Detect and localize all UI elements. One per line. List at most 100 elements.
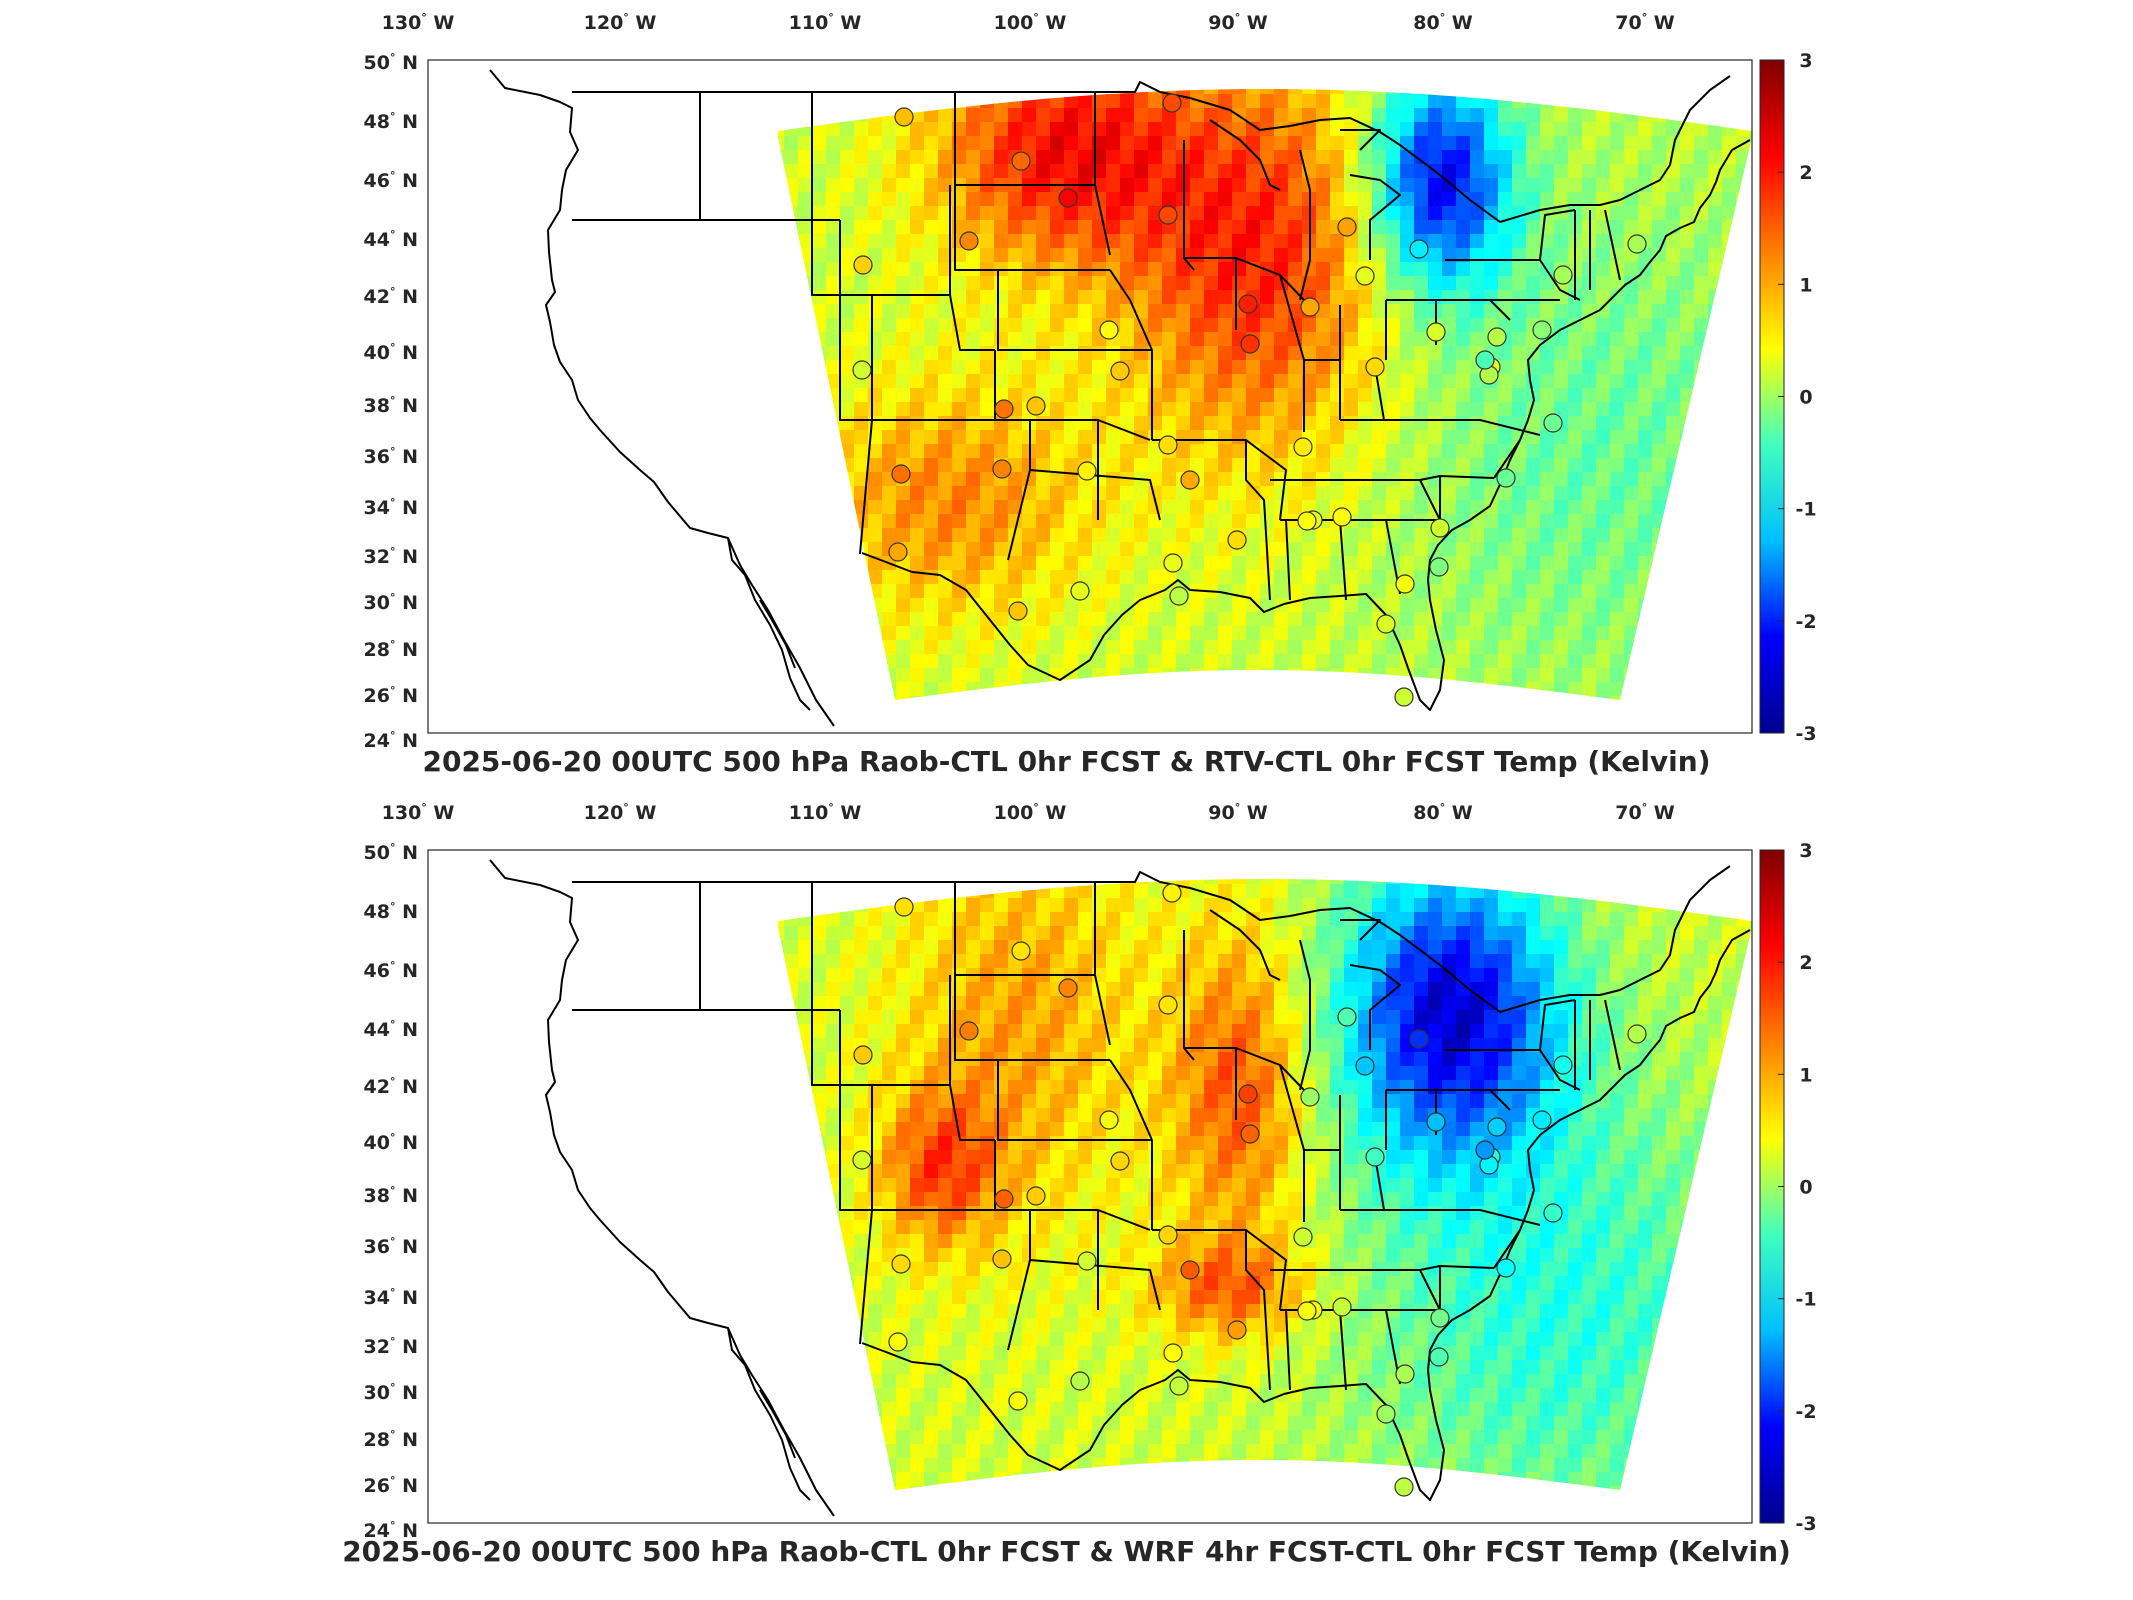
raob-station-marker: [1429, 1347, 1449, 1367]
latitude-tick-label: 36° N: [364, 445, 418, 468]
longitude-tick-label: 90° W: [1208, 11, 1268, 34]
raob-station-marker: [1627, 1024, 1647, 1044]
raob-station-marker: [888, 1332, 908, 1352]
latitude-tick-label: 40° N: [364, 1131, 418, 1154]
longitude-tick-label: 110° W: [789, 801, 862, 824]
raob-station-marker: [1158, 435, 1178, 455]
raob-station-marker: [1162, 93, 1182, 113]
latitude-tick-label: 46° N: [364, 959, 418, 982]
raob-station-marker: [1496, 1258, 1516, 1278]
raob-station-marker: [1475, 350, 1495, 370]
latitude-tick-label: 30° N: [364, 591, 418, 614]
raob-station-marker: [1169, 1376, 1189, 1396]
raob-station-marker: [1337, 1007, 1357, 1027]
longitude-tick-label: 80° W: [1413, 11, 1473, 34]
longitude-tick-label: 80° W: [1413, 801, 1473, 824]
raob-station-marker: [1099, 320, 1119, 340]
latitude-tick-label: 50° N: [364, 841, 418, 864]
raob-station-marker: [1543, 413, 1563, 433]
raob-station-marker: [1376, 1404, 1396, 1424]
raob-station-marker: [891, 1254, 911, 1274]
raob-station-marker: [1430, 1308, 1450, 1328]
map-frame: [427, 59, 1753, 734]
longitude-tick-label: 70° W: [1615, 11, 1675, 34]
raob-station-marker: [1158, 995, 1178, 1015]
map-title: 2025-06-20 00UTC 500 hPa Raob-CTL 0hr FC…: [422, 745, 1711, 778]
raob-station-marker: [1496, 468, 1516, 488]
raob-station-marker: [992, 459, 1012, 479]
raob-station-marker: [1429, 557, 1449, 577]
latitude-tick-label: 24° N: [364, 729, 418, 752]
raob-station-marker: [1163, 553, 1183, 573]
raob-station-marker: [1553, 265, 1573, 285]
latitude-tick-label: 28° N: [364, 638, 418, 661]
raob-station-marker: [1297, 1301, 1317, 1321]
raob-station-marker: [1395, 1364, 1415, 1384]
latitude-tick-label: 48° N: [364, 900, 418, 923]
colorbar-tick-label: 0: [1799, 1177, 1812, 1199]
colorbar: 3 2 1 0 -1 -2 -3: [1759, 50, 1817, 745]
latitude-tick-label: 46° N: [364, 169, 418, 192]
raob-station-marker: [994, 399, 1014, 419]
latitude-tick-label: 26° N: [364, 1474, 418, 1497]
latitude-tick-label: 36° N: [364, 1235, 418, 1258]
raob-station-marker: [1395, 574, 1415, 594]
raob-station-marker: [1026, 396, 1046, 416]
raob-station-marker: [1240, 1124, 1260, 1144]
raob-station-marker: [1532, 1110, 1552, 1130]
raob-station-marker: [1475, 1140, 1495, 1160]
colorbar-tick-label: -2: [1795, 1401, 1816, 1423]
raob-station-marker: [1240, 334, 1260, 354]
raob-station-marker: [1077, 1251, 1097, 1271]
raob-station-marker: [1077, 461, 1097, 481]
colorbar-tick-label: 2: [1799, 952, 1812, 974]
latitude-tick-label: 42° N: [364, 1075, 418, 1098]
raob-station-marker: [1409, 1029, 1429, 1049]
raob-station-marker: [1169, 586, 1189, 606]
raob-station-marker: [1070, 1371, 1090, 1391]
longitude-tick-label: 120° W: [584, 11, 657, 34]
raob-station-marker: [1099, 1110, 1119, 1130]
raob-station-marker: [1300, 297, 1320, 317]
raob-station-marker: [992, 1249, 1012, 1269]
raob-station-marker: [1365, 357, 1385, 377]
raob-station-marker: [1162, 883, 1182, 903]
raob-station-marker: [1543, 1203, 1563, 1223]
raob-station-marker: [894, 897, 914, 917]
colorbar-tick-label: 0: [1799, 387, 1812, 409]
longitude-tick-label: 110° W: [789, 11, 862, 34]
raob-station-marker: [852, 1150, 872, 1170]
raob-stations: [852, 883, 1647, 1497]
latitude-tick-label: 30° N: [364, 1381, 418, 1404]
latitude-tick-label: 44° N: [364, 228, 418, 251]
longitude-tick-label: 130° W: [382, 11, 455, 34]
raob-station-marker: [1627, 234, 1647, 254]
raob-station-marker: [1426, 322, 1446, 342]
raob-station-marker: [1409, 239, 1429, 259]
raob-station-marker: [1227, 530, 1247, 550]
raob-station-marker: [1532, 320, 1552, 340]
longitude-tick-label: 70° W: [1615, 801, 1675, 824]
longitude-tick-label: 100° W: [994, 801, 1067, 824]
raob-station-marker: [1293, 437, 1313, 457]
raob-station-marker: [1026, 1186, 1046, 1206]
raob-station-marker: [994, 1189, 1014, 1209]
raob-stations: [852, 93, 1647, 707]
raob-station-marker: [1355, 266, 1375, 286]
raob-station-marker: [1238, 294, 1258, 314]
raob-station-marker: [959, 1021, 979, 1041]
top-map-panel: 130° W 120° W 110° W 100° W 90° W 80° W 70° W 5…: [0, 0, 2133, 790]
raob-station-marker: [1163, 1343, 1183, 1363]
raob-station-marker: [852, 360, 872, 380]
raob-station-marker: [1426, 1112, 1446, 1132]
colorbar-tick-label: -1: [1795, 499, 1816, 521]
raob-station-marker: [1332, 1297, 1352, 1317]
raob-station-marker: [1011, 941, 1031, 961]
raob-station-marker: [1430, 518, 1450, 538]
latitude-tick-label: 48° N: [364, 110, 418, 133]
raob-station-marker: [1337, 217, 1357, 237]
raob-station-marker: [1297, 511, 1317, 531]
raob-station-marker: [1110, 1151, 1130, 1171]
latitude-tick-label: 26° N: [364, 684, 418, 707]
latitude-tick-label: 38° N: [364, 394, 418, 417]
